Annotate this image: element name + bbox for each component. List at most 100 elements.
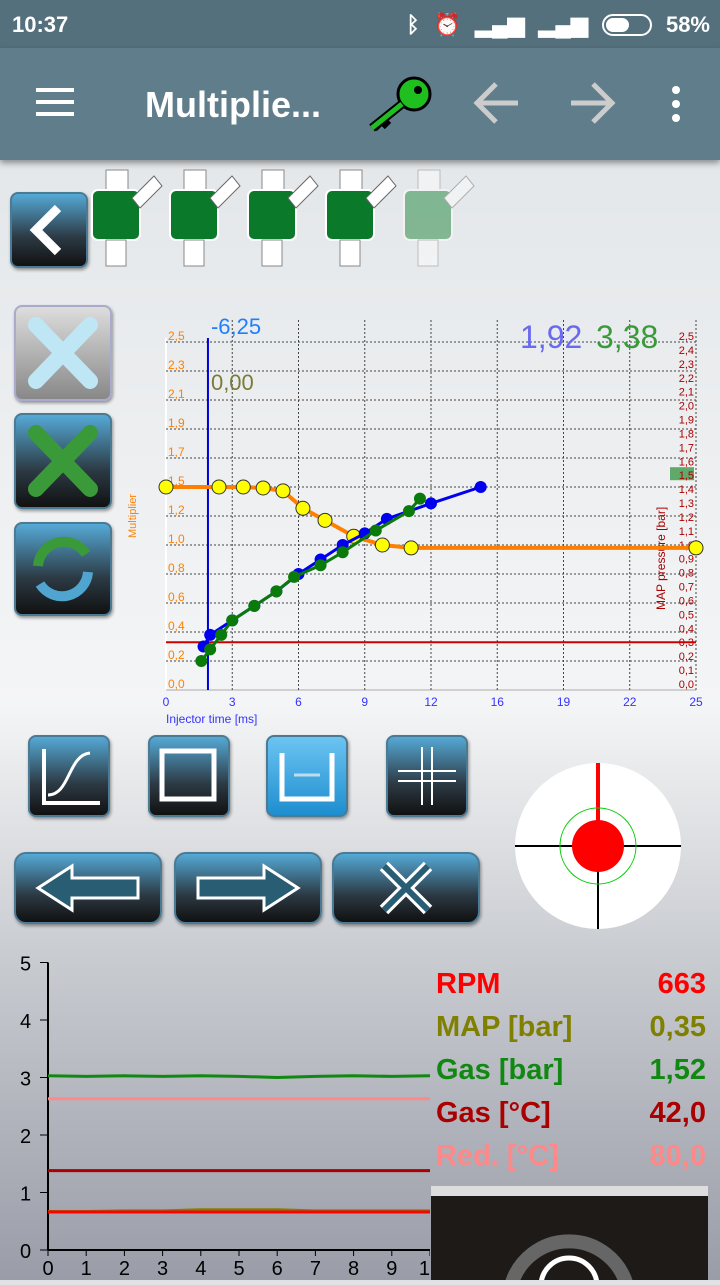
readout-value: 663 [657,968,706,1000]
readout-value: 0,35 [649,1011,706,1043]
data-point [336,546,349,559]
more-vert-icon[interactable] [672,86,680,122]
close-icon [28,425,98,497]
y-axis-label: Multiplier [127,494,139,538]
injector-icon[interactable] [244,168,322,275]
clear-button[interactable] [14,413,112,509]
data-point [314,559,327,572]
data-point [204,628,217,641]
x-tick-label: 7 [310,1258,321,1280]
y2-tick-label: 2,5 [679,331,694,343]
clock: 10:37 [12,12,69,37]
data-point [248,599,261,612]
crosshair-button[interactable] [386,735,468,817]
series-line [200,497,422,662]
app-toolbar: Multiplie... [0,48,720,160]
crosshair-icon [398,747,456,805]
injector-icon[interactable] [166,168,244,275]
data-point [288,570,301,583]
readout-label: RPM [436,968,501,1000]
y-tick-label: 1,2 [168,503,185,517]
y-tick-label: 1,9 [168,416,185,430]
readout-value: 1,52 [649,1054,706,1086]
readout-row: MAP [bar] 0,35 [436,1011,706,1044]
y2-tick-label: 0,1 [679,665,694,677]
refresh-button[interactable] [14,522,112,616]
readout-value: 80,0 [649,1140,706,1172]
y2-tick-label: 0,6 [679,595,694,607]
readout-row: Gas [bar] 1,52 [436,1054,706,1087]
x-tick-label: 9 [386,1258,397,1280]
y2-tick-label: 1,1 [679,526,694,538]
x-tick-label: 10 [419,1258,430,1280]
x-tick-label: 2 [119,1258,130,1280]
x-tick-label: 12 [424,695,438,709]
y-tick-label: 5 [20,954,31,976]
x-tick-label: 0 [42,1258,53,1280]
x-tick-label: 19 [557,695,571,709]
y2-tick-label: 2,2 [679,373,694,385]
page-title: Multiplie... [145,84,321,125]
arrow-left-icon [35,863,140,913]
next-button[interactable] [174,852,322,924]
x-tick-label: 6 [295,695,302,709]
stretch-button[interactable] [266,735,348,817]
y-tick-label: 2 [20,1126,31,1148]
clear-disabled-button[interactable] [14,305,112,401]
injector-icon[interactable] [322,168,400,275]
y2-tick-label: 1,4 [679,484,694,496]
y2-tick-label: 2,4 [679,345,694,357]
data-point [403,540,419,556]
x-tick-label: 0 [163,695,170,709]
delete-button[interactable] [332,852,480,924]
x-tick-label: 5 [233,1258,244,1280]
back-button[interactable] [10,192,88,268]
data-point [270,585,283,598]
y2-tick-label: 1,5 [679,470,694,482]
data-point [295,500,311,516]
y-tick-label: 1,7 [168,445,185,459]
readout-value: 42,0 [649,1097,706,1129]
logo-icon [504,1234,634,1285]
key-icon[interactable] [366,72,436,132]
y2-tick-label: 1,9 [679,415,694,427]
arrow-right-icon [196,863,301,913]
data-point [425,497,437,510]
arrow-left-icon[interactable] [470,76,524,130]
multiplier-chart[interactable]: 0 3 6 9 12 16 19 22 25 0,0 0,2 0,4 0,6 0,8 1,0 1,2 1,5 1,… [127,310,720,730]
target-gauge[interactable] [515,763,681,929]
y2-tick-label: 2,0 [679,401,694,413]
data-point [317,512,333,528]
blue-value: 1,92 [520,319,582,355]
data-point [688,540,704,556]
y-tick-label: 4 [20,1011,31,1033]
previous-button[interactable] [14,852,162,924]
status-bar: 10:37 ᛒ ⏰ ▂▄▆ ▂▄▆ 58% [0,0,720,48]
menu-icon[interactable] [36,88,74,124]
y2-tick-label: 0,5 [679,609,694,621]
chevron-left-icon [29,204,62,256]
green-value: 3,38 [596,319,658,355]
injector-icon[interactable] [400,168,478,275]
y-tick-label: 2,3 [168,358,185,372]
camera-preview [431,1186,708,1285]
injector-icon[interactable] [88,168,166,275]
y-tick-label: 1 [20,1184,31,1206]
x-tick-label: 8 [348,1258,359,1280]
x-tick-label: 22 [623,695,637,709]
shape-button[interactable] [148,735,230,817]
curve-button[interactable] [28,735,110,817]
series-line [202,485,482,648]
readout-label: Gas [bar] [436,1054,564,1086]
arrow-right-icon[interactable] [565,76,619,130]
y-tick-label: 0,2 [168,648,185,662]
bluetooth-icon: ᛒ [406,12,420,37]
data-point [369,524,382,537]
stretch-icon [279,753,335,802]
y2-tick-label: 0,7 [679,582,694,594]
y-tick-label: 1,0 [168,532,185,546]
x-tick-label: 9 [361,695,368,709]
x-tick-label: 25 [689,695,703,709]
y-tick-label: 0,8 [168,561,185,575]
alarm-icon: ⏰ [433,12,462,37]
